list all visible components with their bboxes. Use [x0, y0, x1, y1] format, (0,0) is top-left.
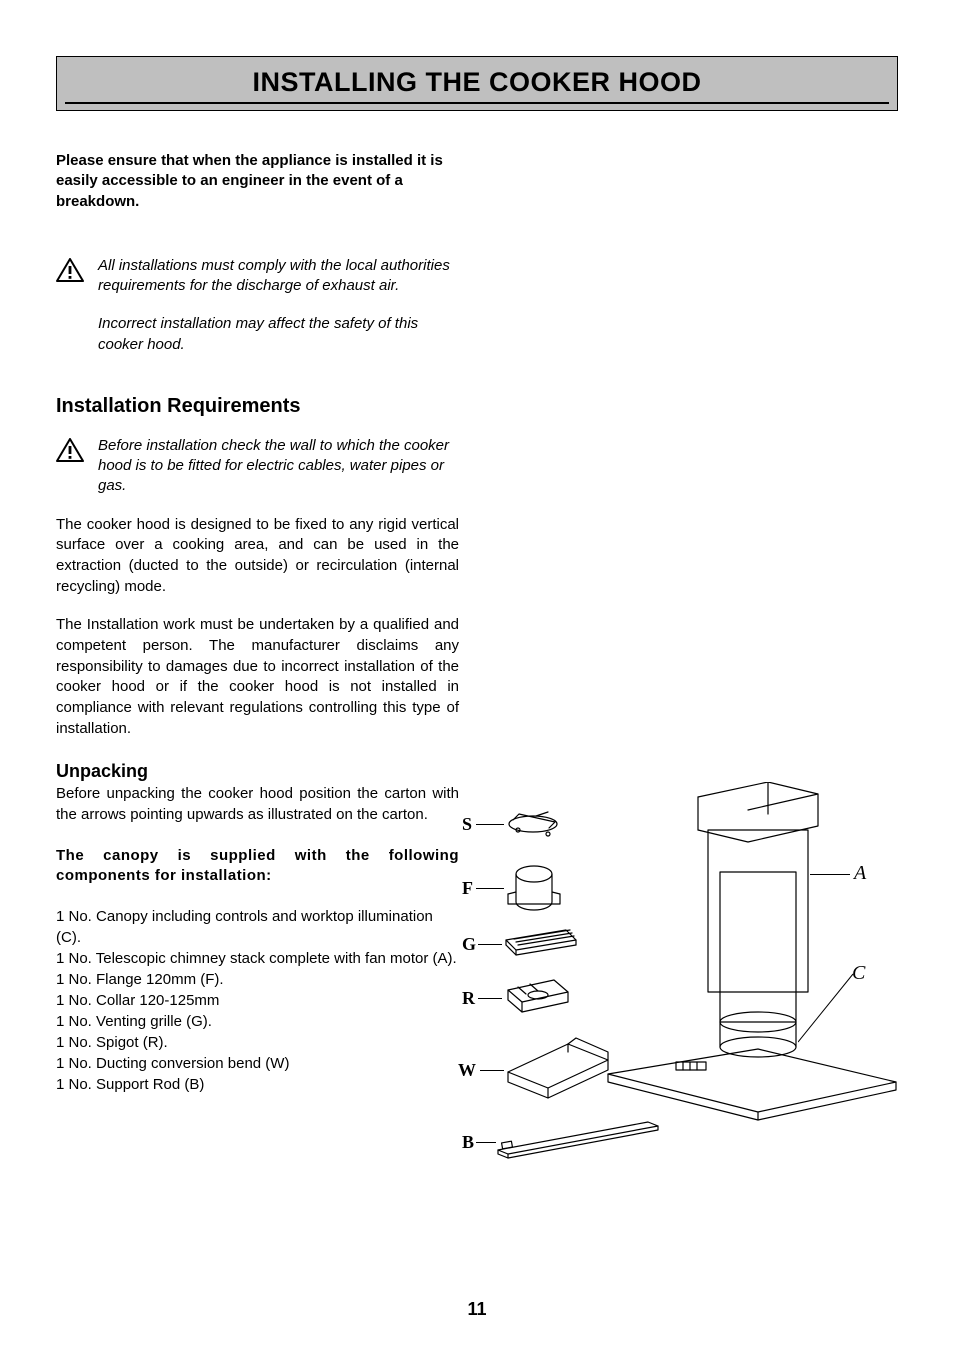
part-S	[509, 812, 557, 836]
label-B: B	[462, 1132, 474, 1153]
label-F: F	[462, 878, 473, 899]
label-W: W	[458, 1060, 476, 1081]
left-column: Please ensure that when the appliance is…	[56, 151, 459, 1095]
body-para-2: The Installation work must be undertaken…	[56, 615, 459, 739]
part-R	[508, 980, 568, 1012]
page: INSTALLING THE COOKER HOOD Please ensure…	[0, 0, 954, 1352]
label-S: S	[462, 814, 472, 835]
leader-line	[810, 874, 850, 875]
warning1-line1: All installations must comply with the l…	[98, 256, 459, 297]
page-number: 11	[0, 1299, 954, 1320]
component-item: 1 No. Ducting conversion bend (W)	[56, 1053, 459, 1074]
part-C	[608, 1049, 896, 1120]
label-R: R	[462, 988, 475, 1009]
components-list: 1 No. Canopy including controls and work…	[56, 906, 459, 1095]
component-item: 1 No. Telescopic chimney stack complete …	[56, 948, 459, 969]
components-diagram: S F G R W B A C	[458, 782, 898, 1182]
unpack-intro: Before unpacking the cooker hood positio…	[56, 784, 459, 825]
warning2-line1: Before installation check the wall to wh…	[98, 436, 459, 497]
part-W	[508, 1038, 608, 1098]
leader-line	[476, 824, 504, 825]
components-intro: The canopy is supplied with the followin…	[56, 846, 459, 887]
component-item: 1 No. Flange 120mm (F).	[56, 969, 459, 990]
component-item: 1 No. Spigot (R).	[56, 1032, 459, 1053]
part-F	[508, 866, 560, 910]
label-A: A	[854, 862, 866, 885]
section-heading-requirements: Installation Requirements	[56, 395, 459, 418]
component-item: 1 No. Collar 120-125mm	[56, 990, 459, 1011]
warning-text-2: Before installation check the wall to wh…	[98, 436, 459, 497]
warning1-line2: Incorrect installation may affect the sa…	[98, 314, 459, 355]
label-G: G	[462, 934, 476, 955]
component-item: 1 No. Venting grille (G).	[56, 1011, 459, 1032]
warning-icon	[56, 438, 84, 467]
section-heading-unpacking: Unpacking	[56, 761, 459, 782]
leader-line	[476, 1142, 496, 1143]
warning-icon	[56, 258, 84, 287]
part-B	[498, 1122, 658, 1158]
warning-text-1: All installations must comply with the l…	[98, 256, 459, 355]
warning-block-2: Before installation check the wall to wh…	[56, 436, 459, 497]
intro-paragraph: Please ensure that when the appliance is…	[56, 151, 459, 212]
warning-block-1: All installations must comply with the l…	[56, 256, 459, 355]
body-para-1: The cooker hood is designed to be fixed …	[56, 515, 459, 598]
component-item: 1 No. Support Rod (B)	[56, 1074, 459, 1095]
leader-line	[480, 1070, 504, 1071]
component-item: 1 No. Canopy including controls and work…	[56, 906, 459, 948]
page-title: INSTALLING THE COOKER HOOD	[65, 63, 889, 104]
leader-line	[478, 944, 502, 945]
part-G	[506, 930, 576, 955]
leader-line-C	[798, 972, 858, 1052]
leader-line	[478, 998, 502, 999]
leader-line	[476, 888, 504, 889]
title-banner: INSTALLING THE COOKER HOOD	[56, 56, 898, 111]
